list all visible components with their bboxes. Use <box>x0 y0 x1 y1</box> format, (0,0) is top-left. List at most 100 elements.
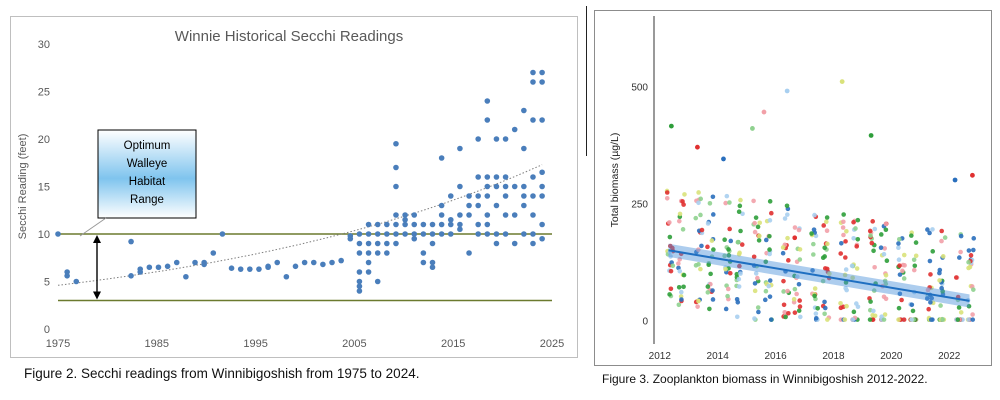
data-point <box>912 263 918 269</box>
data-point <box>724 193 730 199</box>
data-point <box>73 278 80 285</box>
data-point <box>970 317 976 322</box>
data-point <box>384 250 390 256</box>
data-point <box>668 268 674 274</box>
data-point <box>767 233 772 239</box>
data-point <box>844 303 849 309</box>
data-point <box>539 69 545 76</box>
data-point <box>155 264 162 271</box>
data-point <box>913 240 919 245</box>
data-point <box>668 254 673 259</box>
data-point <box>878 245 884 250</box>
data-point <box>872 226 878 232</box>
data-point <box>913 253 919 259</box>
data-point <box>841 232 846 238</box>
data-point <box>822 299 827 305</box>
data-point <box>824 266 830 272</box>
data-point <box>958 233 964 239</box>
data-point <box>493 174 500 180</box>
x-tick-label: 2014 <box>707 351 730 362</box>
data-point <box>680 227 686 232</box>
data-point <box>457 221 463 228</box>
data-point <box>274 259 281 266</box>
data-point <box>810 268 815 273</box>
data-point <box>966 248 972 253</box>
outlier-point <box>750 126 755 131</box>
data-point <box>677 257 682 262</box>
data-point <box>851 219 856 225</box>
data-point <box>740 211 745 217</box>
secchi-figure: Winnie Historical Secchi Readings 0 5 10 15 2… <box>4 4 584 398</box>
data-point <box>753 271 759 276</box>
data-point <box>365 269 372 275</box>
data-point <box>466 193 472 199</box>
data-point <box>769 210 774 216</box>
data-point <box>705 244 710 250</box>
data-point <box>967 264 973 270</box>
data-point <box>853 226 858 231</box>
data-point <box>849 263 855 269</box>
data-point <box>971 236 977 241</box>
data-point <box>896 245 901 251</box>
data-point <box>957 255 962 260</box>
data-point <box>201 259 207 266</box>
data-point <box>940 317 945 322</box>
data-point <box>780 250 786 256</box>
data-point <box>752 229 758 235</box>
data-point <box>757 220 763 226</box>
data-point <box>682 192 687 197</box>
data-point <box>937 278 942 283</box>
data-point <box>781 278 786 284</box>
data-point <box>736 284 742 289</box>
data-point <box>809 231 814 236</box>
data-point <box>820 255 826 261</box>
data-point <box>493 231 500 237</box>
data-point <box>928 272 933 277</box>
data-point <box>521 231 527 237</box>
data-point <box>475 221 481 228</box>
data-point <box>402 221 408 228</box>
data-point <box>734 296 740 302</box>
data-point <box>711 247 716 252</box>
callout-line <box>79 217 107 237</box>
data-point <box>292 263 299 270</box>
data-point <box>723 306 729 312</box>
data-point <box>882 312 888 317</box>
data-point <box>842 317 848 322</box>
data-point <box>710 194 716 200</box>
data-point <box>664 195 670 201</box>
data-point <box>475 136 481 142</box>
data-point <box>670 263 676 269</box>
data-point <box>667 220 672 225</box>
data-point <box>475 174 481 180</box>
data-point <box>393 183 399 190</box>
data-point <box>966 259 971 265</box>
data-point <box>786 310 791 316</box>
data-point <box>883 272 889 278</box>
data-point <box>393 140 399 147</box>
data-point <box>871 248 876 254</box>
data-point <box>791 297 797 302</box>
data-point <box>429 240 436 247</box>
data-point <box>681 272 687 278</box>
data-point <box>896 305 902 311</box>
data-point <box>970 312 975 317</box>
data-point <box>356 231 363 237</box>
outlier-point <box>721 156 726 162</box>
data-point <box>930 227 935 232</box>
data-point <box>812 286 818 291</box>
data-point <box>447 216 454 223</box>
data-point <box>393 221 399 228</box>
data-point <box>909 302 915 308</box>
data-point <box>928 300 933 305</box>
data-point <box>794 291 799 297</box>
data-point <box>484 183 491 190</box>
data-point <box>681 284 686 290</box>
data-point <box>695 304 700 309</box>
data-point <box>457 226 463 233</box>
data-point <box>737 263 742 269</box>
data-point <box>928 317 934 322</box>
data-point <box>219 231 226 237</box>
data-point <box>539 117 545 123</box>
data-point <box>767 218 773 223</box>
